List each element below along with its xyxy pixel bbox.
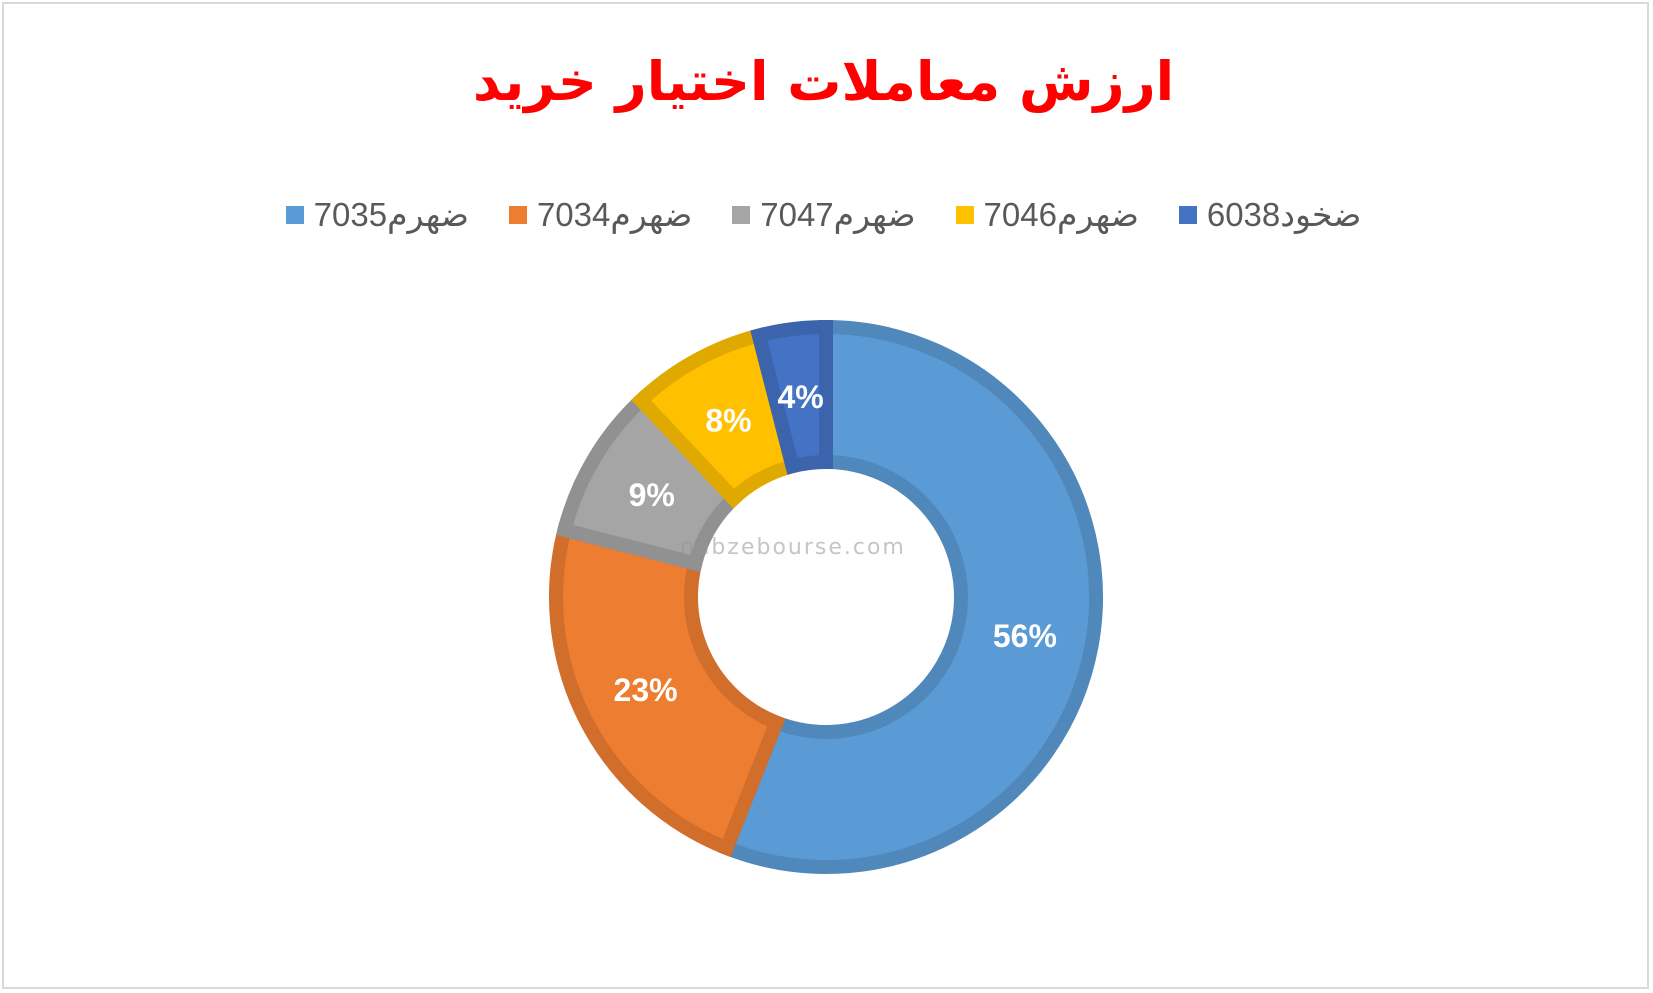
donut-slice bbox=[750, 319, 833, 475]
watermark-text: nabzebourse.com bbox=[680, 535, 906, 560]
legend-item: ضهرم7034 bbox=[508, 195, 693, 234]
chart-title: ارزش معاملات اختیار خرید bbox=[472, 50, 1175, 113]
legend-label: ضهرم7034 bbox=[536, 196, 693, 233]
legend-swatch bbox=[1178, 205, 1197, 224]
legend-label: ضهرم7035 bbox=[313, 196, 469, 233]
slice-data-label: 23% bbox=[614, 672, 678, 708]
legend-item: ضهرم7047 bbox=[732, 195, 916, 234]
legend-item: ضهرم7035 bbox=[285, 195, 469, 234]
slice-data-label: 56% bbox=[993, 618, 1057, 654]
legend-item: ضهرم7046 bbox=[955, 195, 1139, 234]
legend-swatch bbox=[732, 205, 751, 224]
legend-swatch bbox=[508, 205, 527, 224]
legend-swatch bbox=[955, 205, 974, 224]
slice-data-label: 4% bbox=[777, 379, 823, 415]
legend-label: ضخود6038 bbox=[1206, 196, 1362, 233]
slice-data-label: 9% bbox=[629, 477, 675, 513]
donut-slice bbox=[717, 319, 1103, 874]
legend-swatch bbox=[285, 205, 304, 224]
legend-label: ضهرم7046 bbox=[983, 196, 1139, 233]
chart-legend: ضهرم7035 ضهرم7034 ضهرم7047 ضهرم7046 ضخود6038 bbox=[0, 195, 1647, 234]
legend-label: ضهرم7047 bbox=[760, 196, 916, 233]
slice-data-label: 8% bbox=[705, 403, 751, 439]
legend-item: ضخود6038 bbox=[1178, 195, 1362, 234]
donut-slice bbox=[549, 521, 786, 858]
